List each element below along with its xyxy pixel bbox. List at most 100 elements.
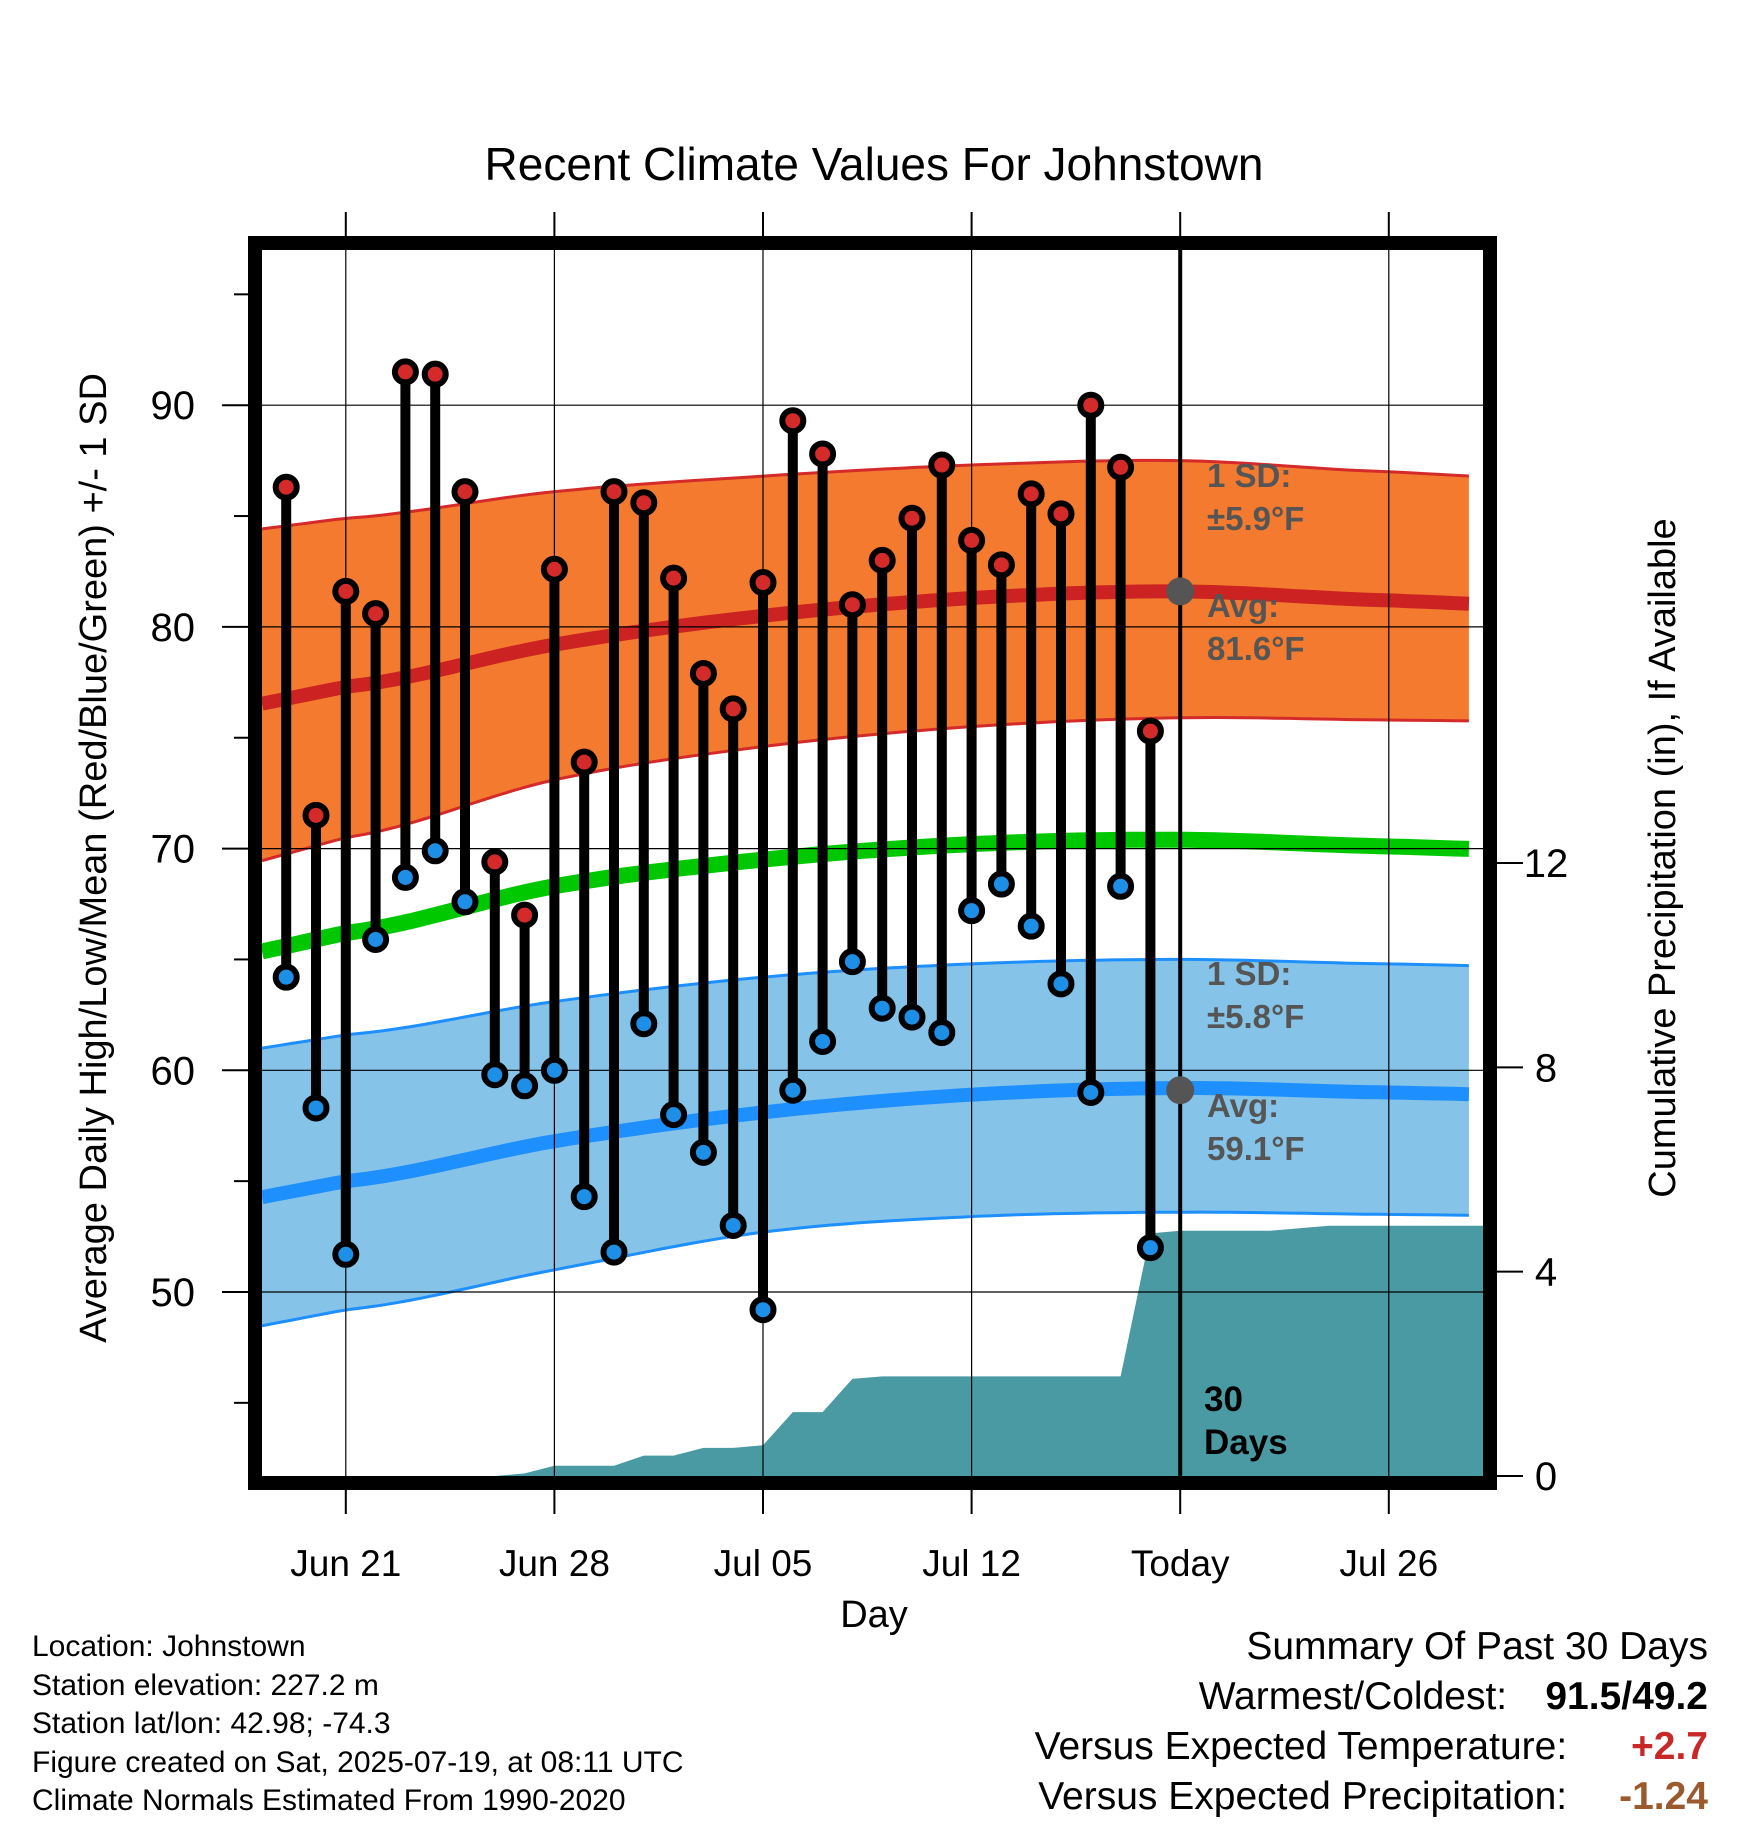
station-info: Location: Johnstown Station elevation: 2… xyxy=(32,1628,684,1821)
y-left-tick-label: 60 xyxy=(151,1049,196,1093)
daily-low-point xyxy=(272,963,300,991)
y-left-tick-label: 90 xyxy=(151,384,196,428)
climate-normals-period: Climate Normals Estimated From 1990-2020 xyxy=(32,1784,626,1817)
daily-high-point xyxy=(272,473,300,501)
daily-high-point xyxy=(481,848,509,876)
precip-label: Versus Expected Precipitation: xyxy=(1038,1775,1568,1818)
gridlines xyxy=(262,250,1483,1476)
y-right-tick-label: 4 xyxy=(1535,1251,1557,1295)
daily-low-point xyxy=(451,888,479,916)
precip-anomaly-value: -1.24 xyxy=(1619,1775,1708,1818)
daily-high-point xyxy=(1047,500,1075,528)
daily-high-point xyxy=(600,478,628,506)
warmest-value: 91.5/49.2 xyxy=(1545,1675,1708,1718)
low-sd-band xyxy=(262,959,1469,1326)
daily-low-point xyxy=(570,1183,598,1211)
summary-precip-row: Versus Expected Precipitation: -1.24 xyxy=(1035,1772,1708,1822)
y-left-tick-label: 50 xyxy=(151,1271,196,1315)
y-left-tick-label: 80 xyxy=(151,606,196,650)
daily-low-point xyxy=(600,1238,628,1266)
daily-low-point xyxy=(1107,872,1135,900)
daily-low-point xyxy=(809,1027,837,1055)
daily-low-point xyxy=(481,1061,509,1089)
daily-high-point xyxy=(451,478,479,506)
daily-low-point xyxy=(391,863,419,891)
daily-high-point xyxy=(779,407,807,435)
temp-label: Versus Expected Temperature: xyxy=(1034,1725,1568,1768)
low-band-upper-line xyxy=(262,957,1469,1050)
daily-high-point xyxy=(838,591,866,619)
x-tick-label: Jul 05 xyxy=(714,1543,813,1584)
daily-high-point xyxy=(1017,480,1045,508)
low-avg-value: 59.1°F xyxy=(1207,1130,1305,1167)
low-normal-line xyxy=(262,1081,1470,1205)
high-sd-label: 1 SD: xyxy=(1207,457,1291,494)
station-elevation: Station elevation: 227.2 m xyxy=(32,1668,379,1702)
days-count-label: 30 xyxy=(1204,1380,1243,1419)
daily-high-point xyxy=(1107,453,1135,481)
daily-low-point xyxy=(779,1076,807,1104)
temp-anomaly-value: +2.7 xyxy=(1631,1725,1708,1768)
y-right-tick-label: 12 xyxy=(1524,842,1569,886)
daily-high-point xyxy=(511,901,539,929)
daily-low-point xyxy=(540,1056,568,1084)
today-high-normal-marker xyxy=(1166,577,1195,606)
daily-low-point xyxy=(868,994,896,1022)
daily-low-point xyxy=(362,925,390,953)
days-word-label: Days xyxy=(1204,1423,1288,1462)
x-axis-label: Day xyxy=(840,1594,908,1636)
high-sd-value: ±5.9°F xyxy=(1207,500,1304,537)
x-tick-label: Today xyxy=(1131,1543,1230,1584)
daily-low-point xyxy=(838,948,866,976)
daily-high-point xyxy=(391,358,419,386)
daily-high-point xyxy=(749,569,777,597)
daily-low-point xyxy=(958,897,986,925)
daily-high-point xyxy=(362,600,390,628)
daily-low-point xyxy=(719,1211,747,1239)
daily-high-point xyxy=(689,659,717,687)
daily-low-point xyxy=(332,1240,360,1268)
daily-high-point xyxy=(332,577,360,605)
precipitation-area xyxy=(432,1225,1483,1476)
x-tick-label: Jun 28 xyxy=(499,1543,610,1584)
plot-clip-group xyxy=(262,250,1483,1476)
daily-low-point xyxy=(1077,1078,1105,1106)
low-avg-label: Avg: xyxy=(1207,1087,1279,1124)
y-axis-right-label: Cumulative Precipitation (in), If Availa… xyxy=(1642,518,1684,1197)
summary-title: Summary Of Past 30 Days xyxy=(1246,1625,1708,1668)
y-left-tick-label: 70 xyxy=(151,828,196,872)
daily-low-point xyxy=(898,1003,926,1031)
daily-low-point xyxy=(1017,912,1045,940)
daily-low-point xyxy=(749,1296,777,1324)
daily-low-point xyxy=(302,1094,330,1122)
station-latlon: Station lat/lon: 42.98; -74.3 xyxy=(32,1707,391,1740)
daily-high-point xyxy=(719,695,747,723)
x-tick-label: Jul 26 xyxy=(1339,1543,1438,1584)
y-right-tick-label: 0 xyxy=(1535,1455,1557,1499)
daily-high-point xyxy=(540,555,568,583)
summary-warmest-row: Warmest/Coldest: 91.5/49.2 xyxy=(1035,1672,1708,1722)
daily-high-point xyxy=(570,748,598,776)
daily-high-point xyxy=(809,440,837,468)
daily-high-point xyxy=(928,451,956,479)
daily-low-point xyxy=(630,1010,658,1038)
daily-high-point xyxy=(898,504,926,532)
daily-low-point xyxy=(660,1101,688,1129)
daily-low-point xyxy=(511,1072,539,1100)
daily-high-point xyxy=(421,360,449,388)
low-sd-label: 1 SD: xyxy=(1207,955,1291,992)
high-avg-value: 81.6°F xyxy=(1207,630,1305,667)
x-tick-label: Jul 12 xyxy=(922,1543,1021,1584)
plot-frame xyxy=(248,236,1497,1490)
daily-high-point xyxy=(660,564,688,592)
daily-high-point xyxy=(630,489,658,517)
y-right-tick-label: 8 xyxy=(1535,1046,1557,1090)
summary-temp-row: Versus Expected Temperature: +2.7 xyxy=(1035,1722,1708,1772)
figure-created: Figure created on Sat, 2025-07-19, at 08… xyxy=(32,1745,684,1779)
daily-low-point xyxy=(1136,1234,1164,1262)
station-location: Location: Johnstown xyxy=(32,1630,306,1663)
daily-high-point xyxy=(1077,391,1105,419)
warmest-label: Warmest/Coldest: xyxy=(1198,1675,1508,1718)
daily-high-point xyxy=(868,546,896,574)
